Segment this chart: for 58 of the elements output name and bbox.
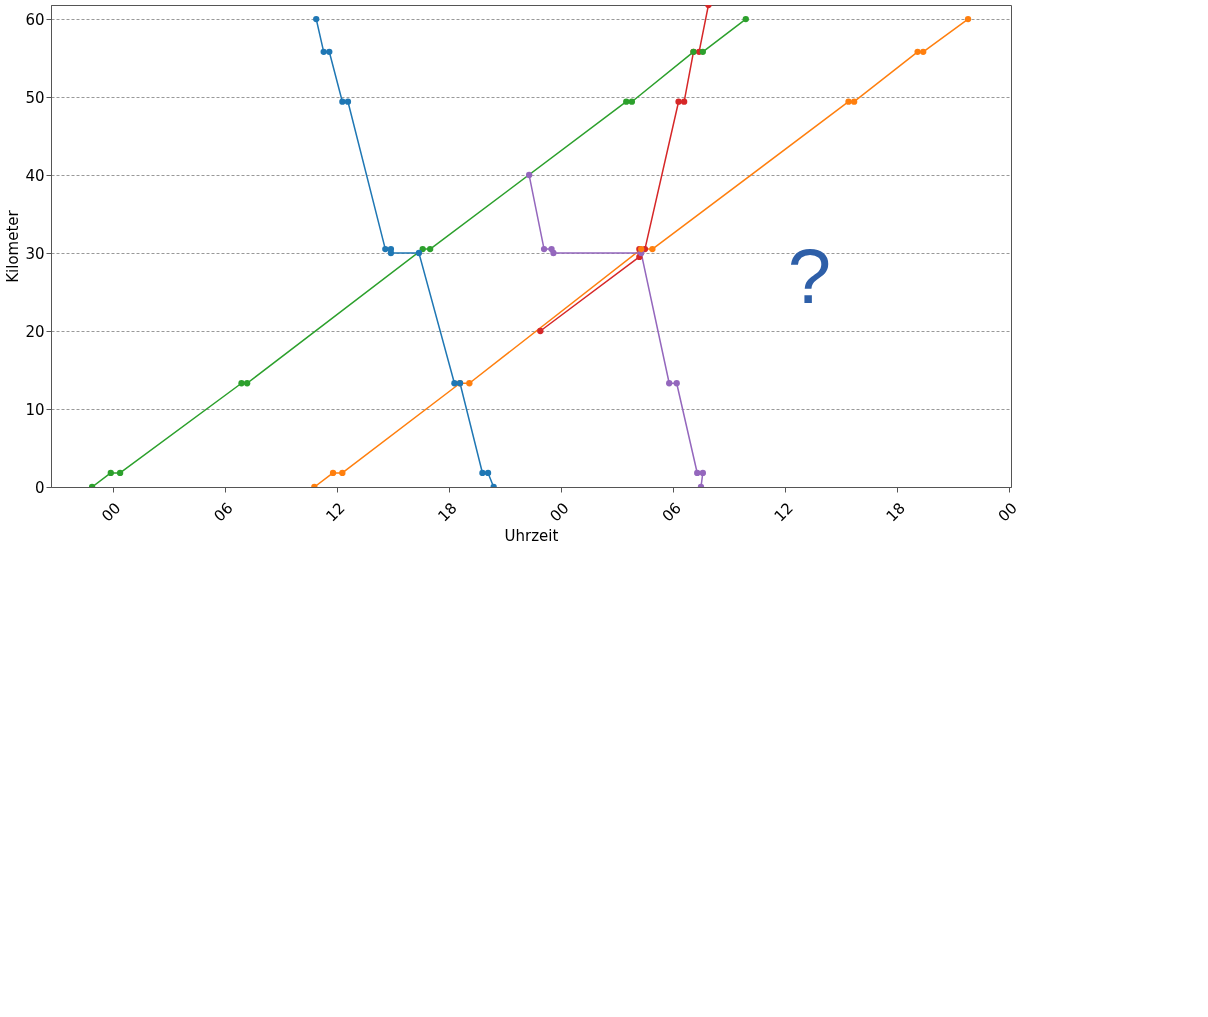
point	[540, 245, 548, 253]
point	[649, 245, 656, 253]
point	[537, 327, 544, 335]
point	[628, 98, 636, 105]
point	[344, 98, 352, 105]
x-tick-label: 00	[994, 499, 1021, 526]
point	[680, 98, 688, 105]
x-axis-title: Uhrzeit	[504, 526, 559, 545]
point	[243, 380, 251, 387]
y-tick-label: 50	[25, 88, 45, 107]
y-tick-label: 40	[25, 166, 45, 185]
x-tick-label: 00	[546, 499, 573, 526]
point	[699, 48, 706, 55]
y-axis-title: Kilometer	[4, 209, 23, 283]
y-tick-label: 10	[25, 400, 45, 419]
y-tick-label: 0	[34, 478, 45, 497]
x-tick-label: 00	[98, 499, 125, 526]
x-tick-label: 06	[658, 499, 685, 526]
point	[479, 469, 486, 477]
point	[694, 469, 701, 477]
point	[666, 380, 673, 387]
point	[914, 48, 921, 55]
point	[107, 469, 114, 477]
point	[525, 171, 533, 179]
point	[320, 48, 327, 55]
point	[550, 249, 557, 257]
point	[313, 15, 320, 23]
point	[699, 469, 706, 477]
x-tick-label: 06	[210, 499, 237, 526]
point	[920, 48, 927, 55]
point	[339, 98, 346, 105]
point	[964, 15, 972, 23]
y-tick-label: 20	[25, 322, 45, 341]
point	[329, 469, 337, 477]
point	[675, 98, 682, 105]
point	[850, 98, 858, 105]
x-tick-label: 12	[322, 499, 349, 526]
point	[387, 249, 395, 257]
point	[484, 469, 492, 477]
point	[382, 245, 389, 253]
point	[742, 15, 749, 23]
point	[238, 380, 245, 387]
point	[466, 380, 473, 387]
x-tick-label: 18	[882, 499, 909, 526]
x-tick-label: 12	[770, 499, 797, 526]
point	[845, 98, 852, 105]
y-tick-label: 60	[25, 10, 45, 29]
point	[451, 380, 458, 387]
y-tick-label: 30	[25, 244, 45, 263]
annotation: ?	[787, 231, 832, 320]
point	[326, 48, 333, 55]
point	[116, 469, 124, 477]
point	[415, 249, 423, 257]
point	[426, 245, 434, 253]
point	[623, 98, 630, 105]
x-tick-label: 18	[434, 499, 461, 526]
point	[673, 380, 680, 387]
point	[339, 469, 346, 477]
